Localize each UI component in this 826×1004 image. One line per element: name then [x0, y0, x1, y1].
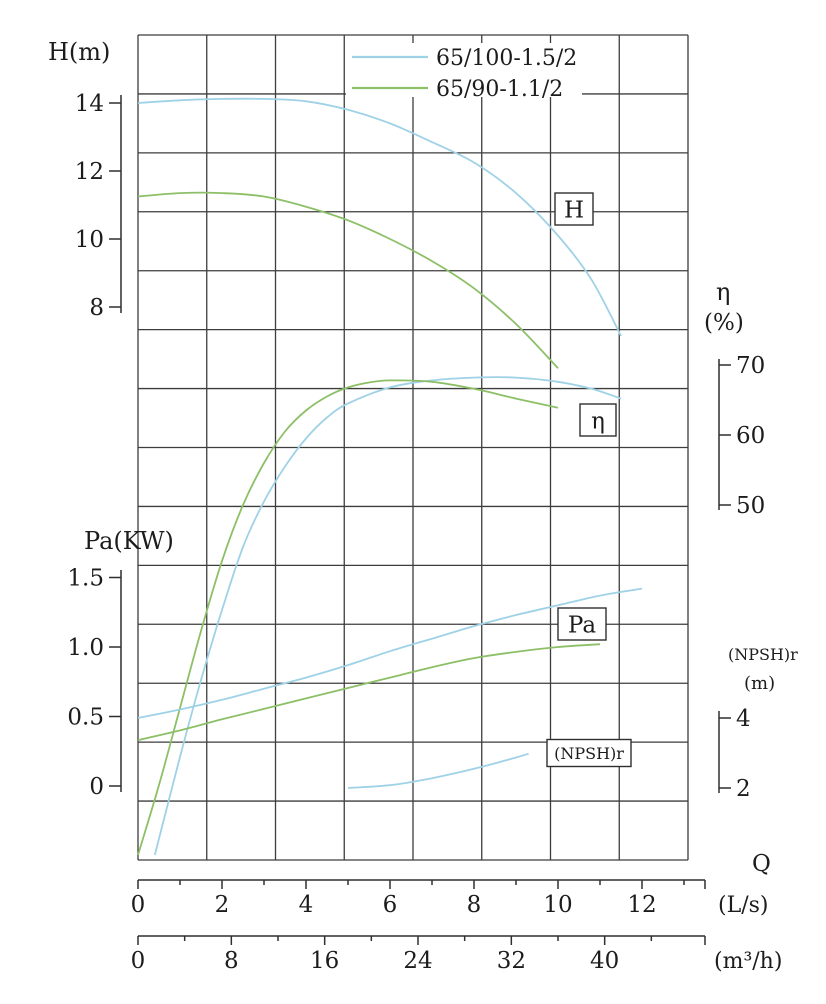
curve-efficiency-65-90 — [137, 379, 559, 856]
flow-ls-tick-label: 6 — [383, 892, 398, 918]
efficiency-axis-unit: (%) — [704, 310, 744, 336]
power-tick-label: 1.0 — [67, 635, 104, 661]
npshr-axis-title: (NPSH)r — [728, 645, 798, 664]
curve-label-box-1 — [579, 403, 617, 437]
power-tick-label: 0.5 — [67, 705, 104, 731]
npshr-axis-unit: (m) — [744, 673, 775, 694]
flow-ls-tick-label: 2 — [215, 892, 230, 918]
legend-label-0: 65/100-1.5/2 — [436, 46, 577, 71]
flow-m3h-tick-label: 0 — [131, 948, 146, 974]
curve-npshr-65-100 — [347, 752, 529, 789]
flow-ls-tick-label: 8 — [467, 892, 482, 918]
curve-efficiency-65-100 — [153, 376, 622, 856]
flow-m3h-unit-label: (m³/h) — [714, 949, 782, 974]
curve-head-65-90 — [137, 191, 559, 369]
curve-power-65-90 — [137, 643, 601, 741]
npshr-tick-label: 4 — [736, 706, 751, 732]
legend: 65/100-1.5/2 65/90-1.1/2 — [352, 46, 577, 102]
power-tick-label: 0 — [89, 774, 104, 800]
flow-m3h-tick-label: 40 — [590, 948, 619, 974]
curve-label-box-2 — [557, 607, 607, 641]
head-tick-label: 14 — [75, 91, 104, 117]
curve-labels: Hη Pa (NPSH)r — [546, 192, 632, 768]
flow-ls-unit-label: (L/s) — [718, 893, 768, 918]
npshr-tick-label: 2 — [736, 776, 751, 802]
legend-label-1: 65/90-1.1/2 — [436, 77, 563, 102]
flow-m3h-tick-label: 8 — [224, 948, 239, 974]
flow-ls-tick-label: 4 — [299, 892, 314, 918]
efficiency-tick-label: 70 — [736, 353, 765, 379]
curve-head-65-100 — [137, 97, 622, 337]
flow-ls-tick-label: 10 — [543, 892, 572, 918]
curve-label-box-3 — [546, 738, 632, 768]
curve-label-text-0: H — [564, 197, 584, 223]
curve-label-text-2: Pa — [568, 612, 596, 638]
curve-label-text-1: η — [591, 408, 605, 434]
curves — [137, 97, 643, 856]
flow-m3h-tick-label: 24 — [403, 948, 432, 974]
curve-label-text-3: (NPSH)r — [554, 744, 624, 763]
head-tick-label: 12 — [75, 159, 104, 185]
flow-ls-tick-label: 0 — [131, 892, 146, 918]
flow-axis-name: Q — [752, 851, 771, 877]
flow-m3h-tick-label: 16 — [310, 948, 339, 974]
power-axis-title: Pa(KW) — [84, 527, 174, 555]
efficiency-axis-title: η — [716, 278, 730, 306]
curve-label-box-0 — [554, 192, 594, 226]
axes — [109, 95, 731, 945]
head-axis-title: H(m) — [48, 38, 110, 66]
curve-power-65-100 — [137, 587, 643, 719]
flow-ls-tick-label: 12 — [627, 892, 656, 918]
power-tick-label: 1.5 — [67, 566, 104, 592]
efficiency-tick-label: 60 — [736, 423, 765, 449]
head-tick-label: 10 — [75, 227, 104, 253]
efficiency-tick-label: 50 — [736, 493, 765, 519]
head-tick-label: 8 — [89, 295, 104, 321]
flow-m3h-tick-label: 32 — [497, 948, 526, 974]
